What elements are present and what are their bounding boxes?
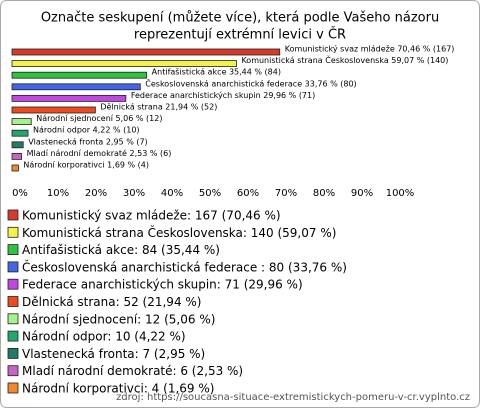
bar bbox=[11, 95, 127, 102]
x-tick-label: 80% bbox=[313, 188, 335, 199]
bar bbox=[11, 106, 96, 114]
legend-label: Národní korporativci: 4 (1,69 %) bbox=[22, 382, 214, 396]
legend-label: Federace anarchistických skupin: 71 (29,… bbox=[22, 278, 303, 292]
bar bbox=[11, 129, 29, 137]
value-label: Komunistický svaz mládeže 70,46 % (167) bbox=[285, 45, 455, 54]
bar bbox=[11, 60, 237, 67]
x-tick-label: 40% bbox=[161, 188, 183, 199]
bar bbox=[11, 118, 32, 125]
bar bbox=[11, 83, 141, 91]
legend-swatch bbox=[7, 382, 19, 394]
source: zdroj: https://soucasna-situace-extremis… bbox=[116, 392, 470, 403]
value-label: Národní korporativci 1,69 % (4) bbox=[23, 161, 149, 170]
bar bbox=[11, 48, 281, 56]
legend-swatch bbox=[7, 365, 19, 377]
legend-swatch bbox=[7, 244, 19, 256]
x-tick-label: 60% bbox=[237, 188, 259, 199]
value-label: Vlastenecká fronta 2,95 % (7) bbox=[28, 137, 147, 146]
value-label: Dělnická strana 21,94 % (52) bbox=[100, 103, 217, 112]
legend-label: Vlastenecká fronta: 7 (2,95 %) bbox=[22, 347, 205, 361]
legend-label: Mladí národní demokraté: 6 (2,53 %) bbox=[22, 364, 243, 378]
x-tick-label: 90% bbox=[351, 188, 373, 199]
value-label: Národní odpor 4,22 % (10) bbox=[33, 126, 140, 135]
legend-swatch bbox=[7, 330, 19, 342]
x-tick-label: 0% bbox=[12, 188, 28, 199]
x-tick-label: 100% bbox=[386, 188, 415, 199]
legend-label: Komunistický svaz mládeže: 167 (70,46 %) bbox=[22, 209, 281, 223]
legend-swatch bbox=[7, 261, 19, 273]
bar bbox=[11, 71, 148, 79]
legend-label: Československá anarchistická federace : … bbox=[22, 259, 347, 274]
legend-label: Národní sjednocení: 12 (5,06 %) bbox=[22, 312, 215, 326]
bar bbox=[11, 141, 24, 149]
value-label: Národní sjednocení 5,06 % (12) bbox=[36, 114, 162, 123]
legend-swatch bbox=[7, 313, 19, 325]
chart-title: reprezentují extrémní levici v ČR bbox=[134, 27, 346, 43]
legend-swatch bbox=[7, 347, 19, 359]
legend-label: Národní odpor: 10 (4,22 %) bbox=[22, 330, 186, 344]
value-label: Antifašistická akce 35,44 % (84) bbox=[152, 67, 281, 77]
legend-label: Antifašistická akce: 84 (35,44 %) bbox=[22, 243, 220, 257]
x-tick-label: 30% bbox=[123, 188, 145, 199]
chart-title: Označte seskupení (můžete více), která p… bbox=[41, 11, 439, 26]
x-tick-label: 10% bbox=[47, 188, 69, 199]
bar bbox=[11, 152, 23, 160]
x-tick-label: 70% bbox=[275, 188, 297, 199]
legend-swatch bbox=[7, 296, 19, 307]
value-label: Federace anarchistických skupin 29,96 % … bbox=[131, 91, 315, 100]
value-label: Československá anarchistická federace 33… bbox=[145, 77, 356, 88]
value-label: Komunistická strana Československa 59,07… bbox=[241, 54, 448, 65]
bar bbox=[11, 164, 19, 172]
legend-label: Dělnická strana: 52 (21,94 %) bbox=[22, 295, 201, 309]
legend-swatch bbox=[7, 278, 19, 290]
x-tick-label: 50% bbox=[199, 188, 221, 199]
x-tick-label: 20% bbox=[85, 188, 107, 199]
legend-swatch bbox=[7, 226, 19, 238]
legend-swatch bbox=[7, 209, 19, 221]
legend-label: Komunistická strana Československa: 140 … bbox=[22, 225, 336, 240]
value-label: Mladí národní demokraté 2,53 % (6) bbox=[27, 148, 172, 158]
